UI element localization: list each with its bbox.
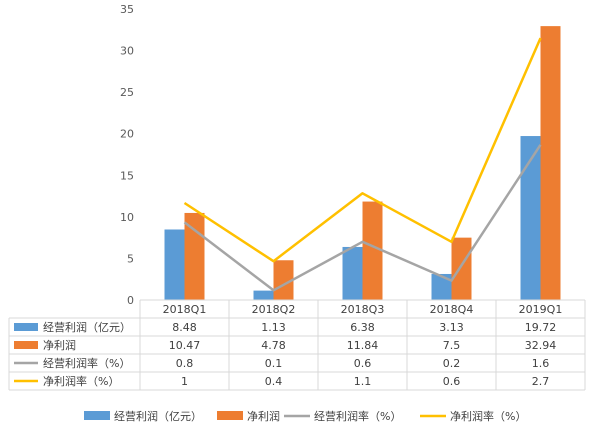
data-label: 2.7 xyxy=(532,375,550,388)
series-line-2 xyxy=(183,144,542,292)
data-label: 1.6 xyxy=(532,357,550,370)
bar-operating-profit xyxy=(253,290,274,300)
table-series-name: 经营利润（亿元） xyxy=(43,320,131,334)
legend-label: 净利润率（%） xyxy=(450,409,526,423)
x-tick-label: 2019Q1 xyxy=(519,303,563,316)
bar-operating-profit xyxy=(164,229,185,300)
data-label: 0.6 xyxy=(443,375,461,388)
y-tick-label: 15 xyxy=(120,169,134,182)
data-label: 32.94 xyxy=(525,339,557,352)
data-label: 10.47 xyxy=(169,339,201,352)
x-tick-label: 2018Q1 xyxy=(163,303,207,316)
table-legend-key xyxy=(14,341,38,349)
data-label: 0.6 xyxy=(354,357,372,370)
table-series-name: 净利润率（%） xyxy=(43,374,119,388)
data-label: 1 xyxy=(181,375,188,388)
data-label: 0.1 xyxy=(265,357,283,370)
y-tick-label: 20 xyxy=(120,128,134,141)
legend-label: 经营利润（亿元） xyxy=(114,409,202,423)
bar-operating-profit xyxy=(431,273,452,300)
data-label: 0.8 xyxy=(176,357,194,370)
data-label: 0.2 xyxy=(443,357,461,370)
y-tick-label: 5 xyxy=(127,252,134,265)
bar-net-profit xyxy=(540,26,561,300)
data-label: 1.1 xyxy=(354,375,372,388)
bar-net-profit xyxy=(362,201,383,300)
data-label: 0.4 xyxy=(265,375,283,388)
data-label: 11.84 xyxy=(347,339,379,352)
x-tick-label: 2018Q4 xyxy=(430,303,474,316)
data-label: 6.38 xyxy=(350,321,375,334)
legend-label: 净利润 xyxy=(247,409,280,423)
bar-operating-profit xyxy=(520,136,541,300)
data-label: 1.13 xyxy=(261,321,286,334)
data-label: 8.48 xyxy=(172,321,197,334)
bars-layer xyxy=(164,26,561,300)
y-tick-label: 35 xyxy=(120,3,134,16)
lines-layer xyxy=(183,37,542,292)
data-label: 7.5 xyxy=(443,339,461,352)
bar-net-profit xyxy=(451,237,472,300)
legend-label: 经营利润率（%） xyxy=(314,409,401,423)
y-tick-label: 30 xyxy=(120,45,134,58)
data-table: 2018Q1 2018Q2 2018Q3 2018Q4 2019Q1 经营利润（亿元） 8.… xyxy=(8,299,586,391)
table-legend-key xyxy=(14,323,38,331)
legend: 经营利润（亿元） 净利润 经营利润率（%） 净利润率（%） xyxy=(84,409,526,423)
series-line-3 xyxy=(183,37,542,263)
data-label: 3.13 xyxy=(439,321,464,334)
table-series-name: 经营利润率（%） xyxy=(43,356,130,370)
y-tick-label: 10 xyxy=(120,211,134,224)
data-label: 19.72 xyxy=(525,321,557,334)
y-tick-label: 25 xyxy=(120,86,134,99)
legend-key xyxy=(84,411,110,420)
bar-net-profit xyxy=(273,260,294,300)
y-tick-label: 0 xyxy=(127,294,134,307)
data-label: 4.78 xyxy=(261,339,286,352)
table-series-name: 净利润 xyxy=(43,338,76,352)
bar-operating-profit xyxy=(342,246,363,300)
x-tick-label: 2018Q3 xyxy=(341,303,385,316)
x-tick-label: 2018Q2 xyxy=(252,303,296,316)
legend-key xyxy=(217,411,243,420)
